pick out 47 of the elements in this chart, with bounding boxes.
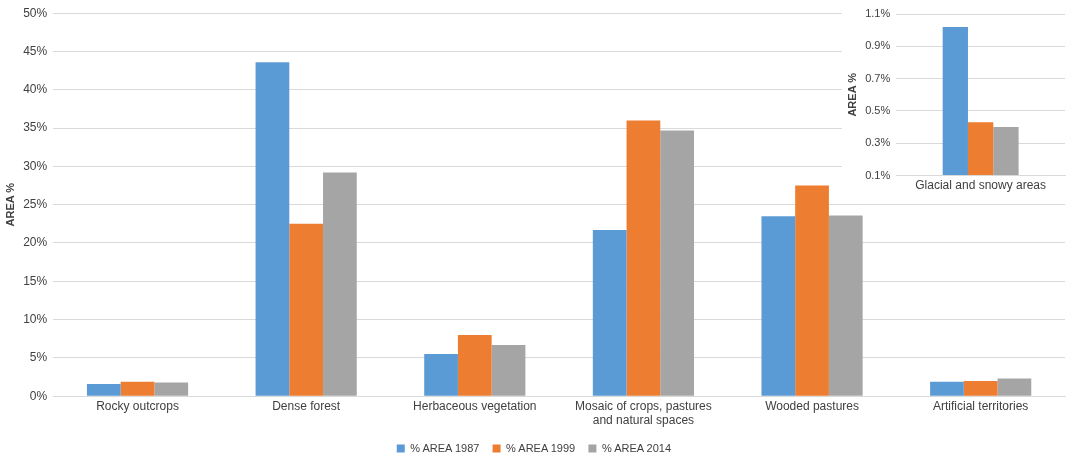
bar <box>255 62 290 396</box>
bar <box>828 215 863 396</box>
legend-label: % AREA 1987 <box>410 441 480 454</box>
y-tick-label: 1.1% <box>865 7 891 20</box>
y-tick-label: 45% <box>23 43 48 58</box>
bar <box>86 383 121 396</box>
bar <box>761 216 796 396</box>
legend-label: % AREA 2014 <box>601 441 672 454</box>
y-tick-label: 0.5% <box>865 103 891 116</box>
bar <box>660 130 695 396</box>
bar <box>457 334 492 396</box>
y-tick-label: 10% <box>23 311 48 326</box>
y-tick-label: 25% <box>23 197 48 212</box>
y-tick-label: 0.7% <box>865 71 891 84</box>
y-tick-label: 5% <box>29 350 48 365</box>
legend-label: % AREA 1999 <box>506 441 576 454</box>
bar <box>323 172 357 396</box>
bar <box>592 229 627 396</box>
x-tick-label: Rocky outcrops <box>96 398 179 413</box>
bar <box>930 381 964 396</box>
x-tick-label: Glacial and snowy areas <box>915 178 1046 193</box>
y-tick-label: 30% <box>23 158 48 173</box>
bar <box>120 381 155 396</box>
y-tick-label: 15% <box>23 273 48 288</box>
y-axis-title: AREA % <box>3 182 16 227</box>
bar <box>795 185 829 396</box>
bar <box>997 378 1032 396</box>
bar <box>289 223 324 396</box>
bar <box>963 380 998 396</box>
x-tick-label: Wooded pastures <box>765 398 859 413</box>
y-tick-label: 20% <box>23 235 48 250</box>
bar <box>424 354 458 396</box>
x-tick-label: Dense forest <box>272 398 341 413</box>
y-tick-label: 0% <box>29 388 48 403</box>
x-tick-label: Herbaceous vegetation <box>413 398 537 413</box>
y-tick-label: 0.1% <box>865 168 891 181</box>
y-tick-label: 35% <box>23 120 48 135</box>
x-tick-label: Mosaic of crops, pastures and natural spaces <box>575 398 712 428</box>
bar <box>154 382 189 396</box>
x-tick-label: Artificial territories <box>933 398 1029 413</box>
y-tick-label: 50% <box>23 5 48 20</box>
y-tick-label: 0.3% <box>865 136 891 149</box>
bar <box>626 120 661 396</box>
bar <box>491 344 526 396</box>
y-tick-label: 40% <box>23 82 48 97</box>
y-axis-title: AREA % <box>845 72 858 117</box>
y-tick-label: 0.9% <box>865 39 891 52</box>
